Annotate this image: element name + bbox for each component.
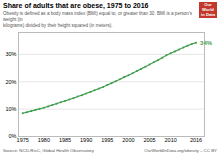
html-text:Our World in Data: Our World in Data [201, 2, 215, 17]
svg-text:20%: 20% [5, 79, 16, 85]
svg-text:2010: 2010 [165, 138, 177, 144]
svg-text:30%: 30% [5, 51, 16, 57]
svg-text:2005: 2005 [143, 138, 155, 144]
svg-text:1975: 1975 [17, 138, 29, 144]
html-text:OurWorldInData.org/obesity – C: OurWorldInData.org/obesity – CC BY [144, 148, 217, 154]
svg-text:0%: 0% [9, 134, 17, 140]
svg-text:1990: 1990 [80, 138, 92, 144]
svg-text:10%: 10% [5, 106, 16, 112]
html-text:Share of adults that are obese: Share of adults that are obese, 1975 to … [3, 2, 149, 9]
svg-text:2016: 2016 [190, 138, 202, 144]
html-text:Obesity is defined as a body m: Obesity is defined as a body mass index … [3, 11, 193, 28]
html-text:Source: NCD-RisC, Global Healt: Source: NCD-RisC, Global Health Observat… [3, 148, 94, 154]
svg-text:1980: 1980 [38, 138, 50, 144]
svg-text:1995: 1995 [101, 138, 113, 144]
svg-text:2000: 2000 [122, 138, 134, 144]
svg-text:1985: 1985 [59, 138, 71, 144]
svg-text:34%: 34% [200, 40, 213, 46]
